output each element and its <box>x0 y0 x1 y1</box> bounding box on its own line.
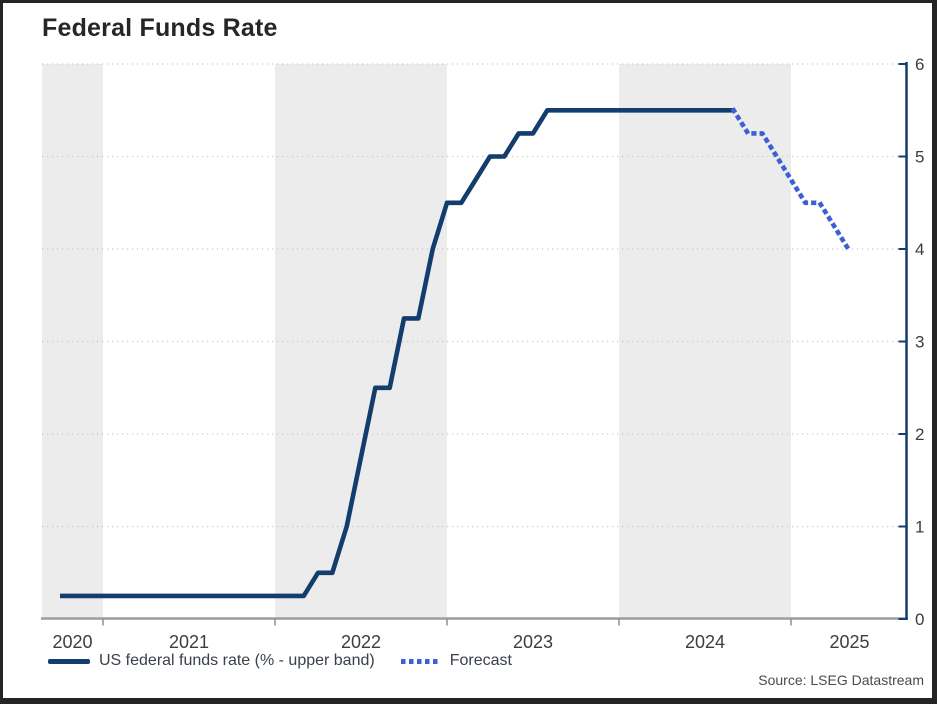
legend-item-actual: US federal funds rate (% - upper band) <box>48 652 375 670</box>
legend-label-forecast: Forecast <box>449 652 512 669</box>
y-tick-label: 6 <box>915 55 924 74</box>
x-tick-label: 2025 <box>829 632 869 652</box>
chart-title: Federal Funds Rate <box>42 14 278 42</box>
year-shading-band <box>42 64 103 617</box>
year-shading-band <box>275 64 447 617</box>
chart-plot-area: 2020 2021 2022 2023 2024 2025 0 1 2 3 4 5 6 <box>41 55 924 652</box>
x-tick-label: 2024 <box>685 632 725 652</box>
legend-label-actual: US federal funds rate (% - upper band) <box>99 652 375 669</box>
x-tick-label: 2021 <box>169 632 209 652</box>
x-tick-label: 2020 <box>52 632 92 652</box>
actual-rate-line <box>60 108 734 599</box>
year-shading-band <box>619 64 791 617</box>
x-tick-label: 2022 <box>341 632 381 652</box>
y-tick-label: 4 <box>915 240 924 259</box>
source-note: Source: LSEG Datastream <box>758 672 924 688</box>
legend-swatch-solid-line <box>48 658 90 664</box>
legend: US federal funds rate (% - upper band) F… <box>48 652 512 670</box>
x-tick-label: 2023 <box>513 632 553 652</box>
y-tick-label: 3 <box>915 333 924 352</box>
y-tick-label: 5 <box>915 148 924 167</box>
y-tick-label: 1 <box>915 518 924 537</box>
forecast-line <box>730 107 852 253</box>
legend-item-forecast: Forecast <box>400 652 512 670</box>
y-tick-label: 0 <box>915 610 924 629</box>
y-tick-label: 2 <box>915 425 924 444</box>
legend-swatch-dotted-line <box>400 658 441 664</box>
